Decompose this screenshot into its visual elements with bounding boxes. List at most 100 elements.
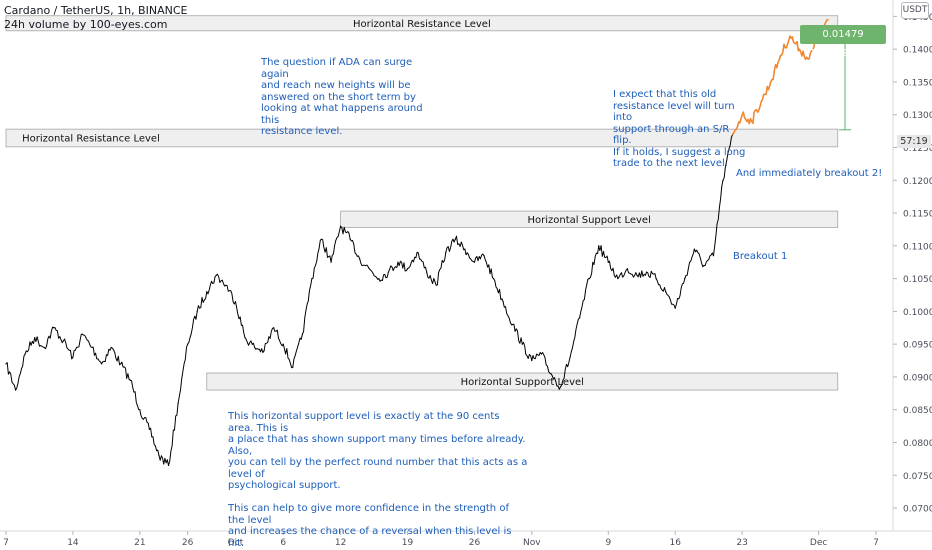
price-point bbox=[579, 317, 581, 319]
time-tick-label: Dec bbox=[810, 538, 827, 548]
note-breakout-1: Breakout 1 bbox=[733, 251, 788, 262]
price-point bbox=[5, 363, 7, 365]
time-tick-label: 19 bbox=[402, 538, 414, 548]
price-point bbox=[502, 300, 504, 303]
price-point bbox=[330, 261, 332, 263]
price-point bbox=[24, 353, 26, 355]
price-axis[interactable]: 0.145000.140000.135000.130000.125000.120… bbox=[893, 13, 932, 515]
price-point bbox=[292, 366, 294, 368]
price-point bbox=[693, 248, 695, 250]
change-badge: 0.01479 (11.58%) 1479 bbox=[800, 25, 886, 59]
time-tick-label: 14 bbox=[67, 538, 79, 548]
price-point bbox=[550, 373, 552, 375]
price-point bbox=[473, 261, 476, 263]
note-breakout-2: And immediately breakout 2! bbox=[736, 168, 883, 179]
time-axis[interactable]: 7 14 21 26 Oct 6 12 19 26 Nov 9 16 23 Dec 7 bbox=[3, 531, 879, 548]
price-point bbox=[808, 58, 810, 60]
time-tick-label: 6 bbox=[280, 538, 286, 548]
price-point bbox=[91, 346, 93, 349]
price-point bbox=[540, 353, 542, 355]
price-point bbox=[684, 278, 686, 280]
zone-2[interactable] bbox=[5, 128, 839, 148]
price-point bbox=[234, 300, 237, 303]
price-point bbox=[81, 333, 84, 335]
price-point bbox=[53, 327, 55, 329]
price-point bbox=[569, 356, 571, 358]
price-point bbox=[827, 19, 829, 21]
price-point bbox=[72, 356, 74, 358]
price-point bbox=[512, 323, 514, 326]
time-tick-label: 21 bbox=[134, 538, 145, 548]
price-point bbox=[751, 120, 753, 122]
time-tick-label: 26 bbox=[182, 538, 194, 548]
zone-1[interactable] bbox=[5, 15, 839, 32]
price-point bbox=[120, 363, 122, 365]
price-point bbox=[148, 428, 151, 430]
zone-label: Horizontal Support Level bbox=[528, 215, 651, 226]
price-point bbox=[368, 268, 370, 270]
price-point bbox=[722, 179, 724, 181]
price-tick-label: 0.07000 bbox=[903, 505, 932, 515]
currency-badge[interactable]: USDT bbox=[901, 2, 929, 19]
price-point bbox=[703, 264, 705, 267]
price-point bbox=[770, 81, 772, 83]
zone-label: Horizontal Resistance Level bbox=[353, 19, 491, 30]
price-point bbox=[521, 343, 523, 345]
time-tick-label: 23 bbox=[736, 538, 747, 548]
price-point bbox=[483, 255, 485, 257]
time-tick-label: 7 bbox=[3, 538, 9, 548]
time-tick-label: 16 bbox=[670, 538, 682, 548]
series-layer bbox=[5, 18, 829, 467]
price-point bbox=[655, 278, 657, 280]
price-point bbox=[225, 284, 227, 286]
price-point bbox=[177, 402, 179, 404]
zones-layer: Horizontal Resistance Level Horizontal Re… bbox=[5, 15, 839, 391]
price-point bbox=[349, 238, 351, 240]
price-point bbox=[607, 261, 609, 263]
price-point bbox=[779, 55, 781, 57]
price-point bbox=[273, 327, 275, 329]
time-tick-label: 12 bbox=[335, 538, 346, 548]
price-point bbox=[301, 333, 303, 335]
zone-label: Horizontal Support Level bbox=[461, 377, 584, 388]
zone-3[interactable] bbox=[340, 210, 839, 228]
price-point bbox=[320, 238, 323, 240]
price-point bbox=[445, 251, 447, 253]
price-point bbox=[645, 271, 648, 273]
price-point bbox=[598, 245, 600, 247]
price-point bbox=[62, 340, 64, 342]
price-point bbox=[253, 346, 256, 349]
price-point bbox=[426, 271, 428, 273]
price-point bbox=[435, 284, 437, 286]
time-tick-label: Nov bbox=[523, 538, 541, 548]
price-point bbox=[196, 310, 198, 312]
price-point bbox=[43, 346, 45, 349]
price-point bbox=[14, 389, 17, 391]
zone-label: Horizontal Resistance Level bbox=[22, 133, 160, 144]
price-point bbox=[626, 268, 629, 270]
price-point bbox=[34, 337, 36, 339]
time-tick-label: 26 bbox=[469, 538, 481, 548]
note-bottom: This horizontal support level is exactly… bbox=[228, 411, 528, 549]
time-tick-label: 7 bbox=[873, 538, 879, 548]
price-point bbox=[789, 35, 791, 37]
price-point bbox=[340, 225, 342, 227]
indicator-title: 24h volume by 100-eyes.com bbox=[4, 18, 168, 31]
price-point bbox=[282, 343, 284, 345]
price-point bbox=[559, 386, 562, 388]
price-point bbox=[110, 346, 112, 349]
price-point bbox=[665, 291, 667, 293]
price-point bbox=[406, 268, 409, 270]
time-tick-label: 9 bbox=[605, 538, 611, 548]
price-point bbox=[416, 251, 418, 253]
zone-4[interactable] bbox=[206, 372, 839, 391]
price-point bbox=[378, 278, 380, 280]
